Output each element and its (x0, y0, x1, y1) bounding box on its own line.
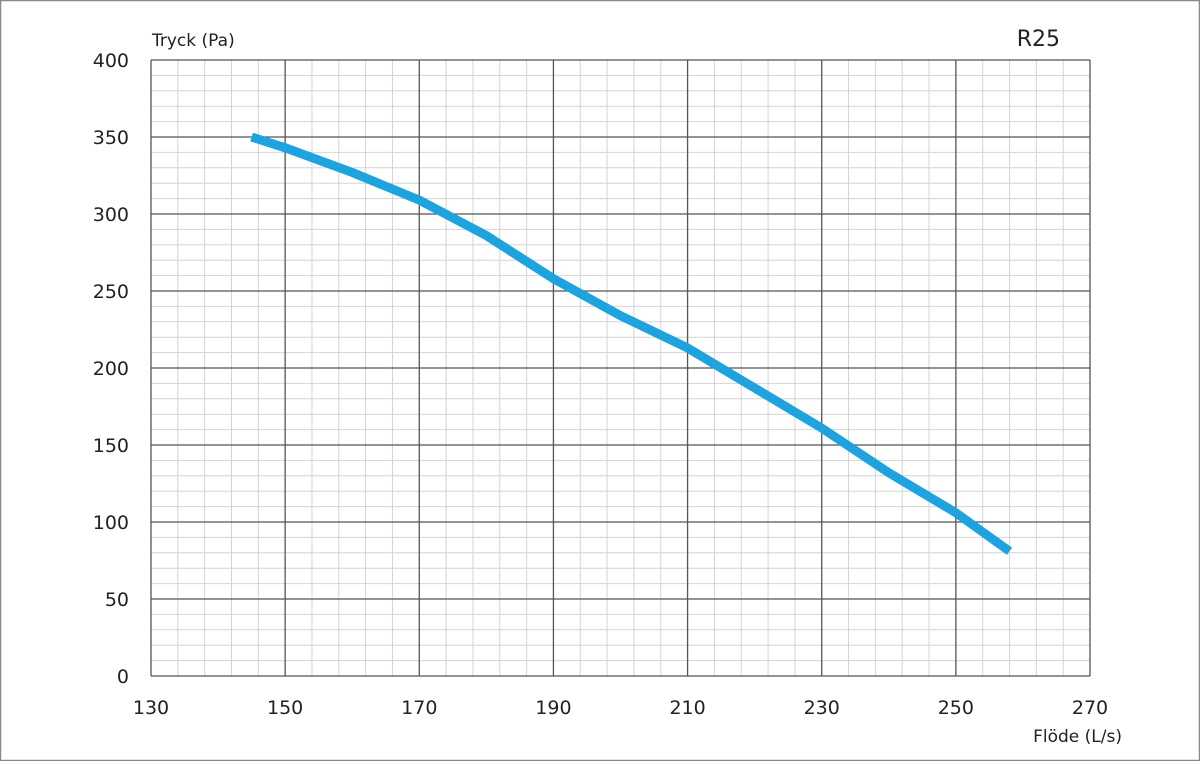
x-tick-label: 190 (535, 697, 571, 719)
y-tick-label: 300 (93, 204, 129, 226)
series-label: R25 (1017, 27, 1060, 52)
x-tick-label: 230 (804, 697, 840, 719)
x-tick-label: 130 (133, 697, 169, 719)
y-tick-label: 250 (93, 281, 129, 303)
y-tick-label: 350 (93, 127, 129, 149)
x-tick-label: 150 (267, 697, 303, 719)
x-tick-label: 250 (938, 697, 974, 719)
y-tick-label: 400 (93, 50, 129, 72)
x-tick-label: 210 (669, 697, 705, 719)
y-tick-label: 0 (117, 666, 129, 688)
major-grid (150, 59, 1091, 677)
y-tick-label: 200 (93, 358, 129, 380)
y-axis-title: Tryck (Pa) (151, 31, 235, 51)
data-line (250, 132, 1013, 555)
x-tick-label: 170 (401, 697, 437, 719)
y-tick-label: 50 (105, 589, 129, 611)
labels: 130 150 170 190 210 230 250 270 0 50 100 150 200 250 3… (93, 50, 1108, 719)
x-axis-title: Flöde (L/s) (1033, 727, 1122, 747)
x-tick-label: 270 (1072, 697, 1108, 719)
marks (250, 132, 1013, 555)
y-tick-label: 100 (93, 512, 129, 534)
y-tick-label: 150 (93, 435, 129, 457)
